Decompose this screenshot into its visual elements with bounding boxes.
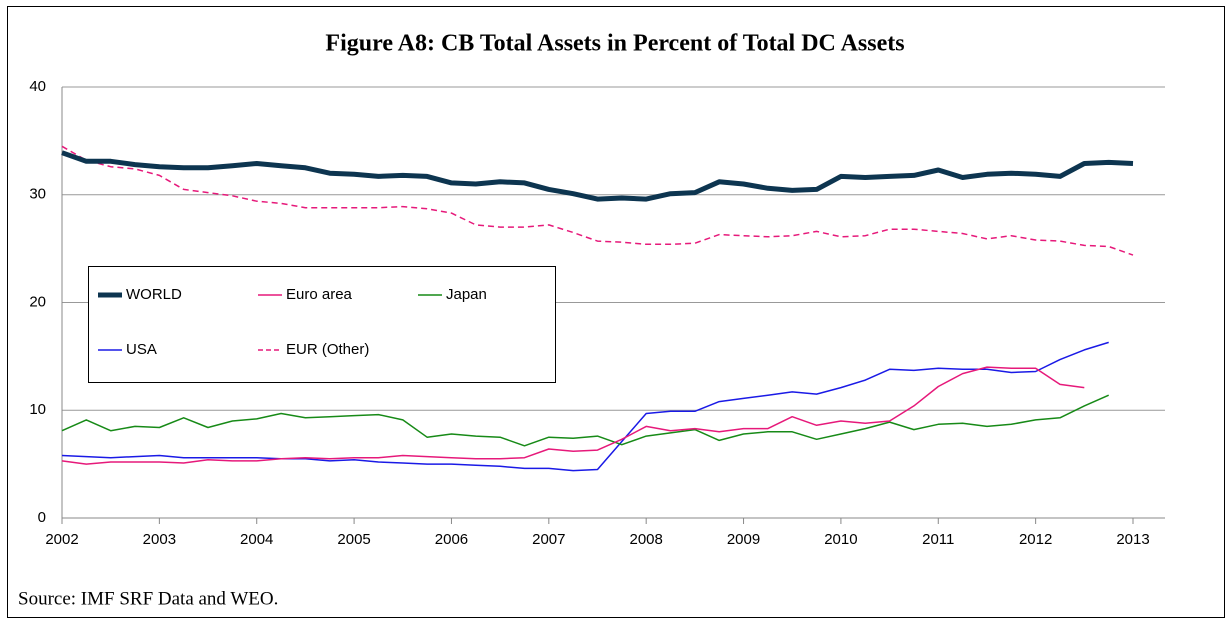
series-line xyxy=(61,341,1109,472)
legend-label: USA xyxy=(126,341,157,358)
x-tick-label: 2003 xyxy=(143,531,176,548)
y-tick-label: 30 xyxy=(29,186,46,203)
x-tick-label: 2005 xyxy=(337,531,370,548)
x-tick-label: 2009 xyxy=(727,531,760,548)
legend-label: EUR (Other) xyxy=(286,341,369,358)
legend-label: Japan xyxy=(446,286,487,303)
legend-label: Euro area xyxy=(286,286,353,303)
x-tick-label: 2004 xyxy=(240,531,273,548)
y-tick-label: 40 xyxy=(29,78,46,95)
legend: WORLD Euro area Japan USA EUR (Other) xyxy=(88,266,556,383)
y-tick-label: 0 xyxy=(38,509,46,526)
series-line xyxy=(61,150,1134,202)
source-note: Source: IMF SRF Data and WEO. xyxy=(18,588,278,609)
x-tick-label: 2008 xyxy=(629,531,662,548)
series-line xyxy=(61,145,1134,256)
legend-label: WORLD xyxy=(126,286,182,303)
lines xyxy=(61,145,1134,472)
chart-title: Figure A8: CB Total Assets in Percent of… xyxy=(325,31,904,57)
x-tick-label: 2002 xyxy=(45,531,78,548)
x-tick-label: 2007 xyxy=(532,531,565,548)
legend-box xyxy=(88,266,556,383)
grid: 0 10 20 30 40 2002 2003 2004 2005 2006 2007 2008 200… xyxy=(29,78,1165,548)
y-tick-label: 20 xyxy=(29,293,46,310)
x-tick-label: 2010 xyxy=(824,531,857,548)
series-line xyxy=(61,394,1110,447)
x-tick-label: 2013 xyxy=(1116,531,1149,548)
x-tick-label: 2012 xyxy=(1019,531,1052,548)
x-tick-label: 2011 xyxy=(922,531,954,548)
y-tick-label: 10 xyxy=(29,401,46,418)
series-line xyxy=(61,366,1085,465)
x-tick-label: 2006 xyxy=(435,531,468,548)
